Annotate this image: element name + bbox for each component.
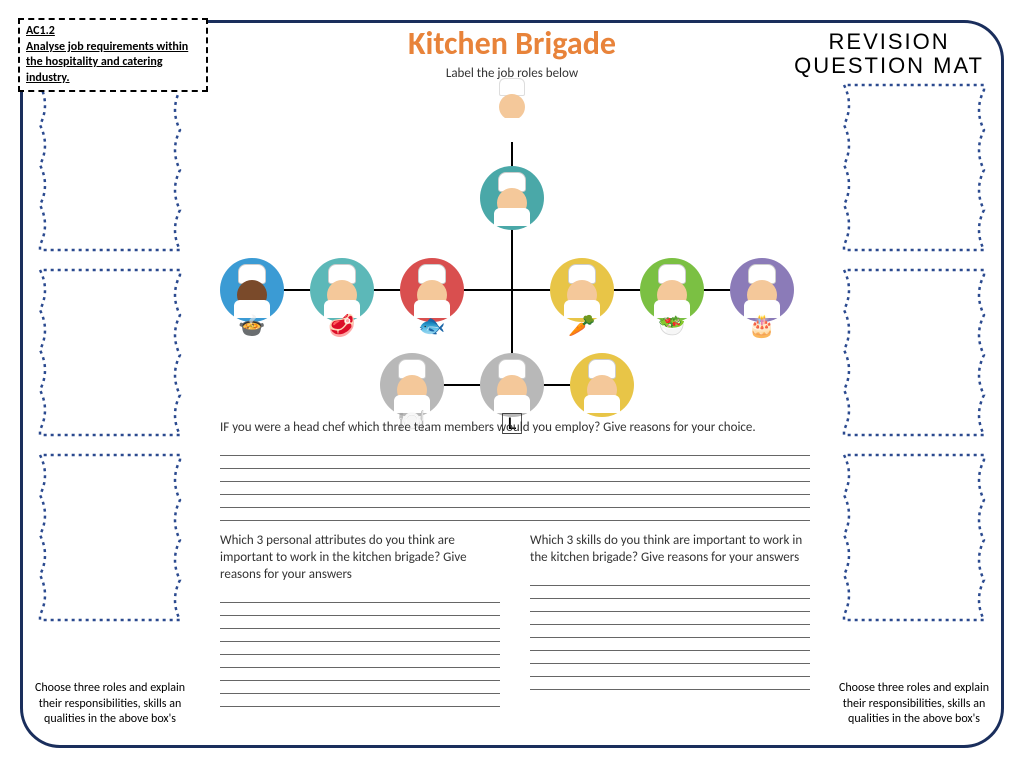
answer-box-right-1	[839, 80, 989, 255]
revision-l1: REVISION	[794, 30, 984, 54]
ac-code: AC1.2	[26, 24, 55, 38]
ac-box: AC1.2 Analyse job requirements within th…	[18, 18, 208, 92]
answer-lines-3	[530, 573, 810, 690]
question-3-col: Which 3 skills do you think are importan…	[530, 533, 810, 719]
chef-node-appr	[570, 353, 634, 417]
answer-box-left-3	[35, 450, 185, 625]
chef-node-exec	[480, 78, 544, 142]
chef-node-head	[480, 166, 544, 230]
revision-l2: QUESTION MAT	[794, 54, 984, 78]
answer-lines-1	[220, 443, 810, 521]
food-icon-veg: 🥕	[562, 312, 602, 340]
food-icon-salad: 🥗	[652, 312, 692, 340]
question-1: IF you were a head chef which three team…	[220, 420, 810, 437]
food-icon-meat: 🥩	[322, 312, 362, 340]
food-icon-pastry: 🎂	[742, 312, 782, 340]
answer-box-right-2	[839, 265, 989, 440]
question-section: IF you were a head chef which three team…	[220, 420, 810, 719]
ac-text: Analyse job requirements within the hosp…	[26, 40, 188, 85]
instruction-right: Choose three roles and explain their res…	[829, 681, 999, 728]
answer-lines-2	[220, 590, 500, 707]
instruction-left: Choose three roles and explain their res…	[25, 681, 195, 728]
hierarchy-diagram: 🍲🥩🐟🥕🥗🎂🍽️🄻	[200, 78, 824, 408]
food-icon-fish: 🐟	[412, 312, 452, 340]
answer-box-left-2	[35, 265, 185, 440]
answer-box-right-3	[839, 450, 989, 625]
question-2-col: Which 3 personal attributes do you think…	[220, 533, 500, 719]
revision-label: REVISION QUESTION MAT	[794, 30, 984, 78]
answer-box-left-1	[35, 80, 185, 255]
food-icon-soup: 🍲	[232, 312, 272, 340]
question-2: Which 3 personal attributes do you think…	[220, 533, 500, 584]
question-3: Which 3 skills do you think are importan…	[530, 533, 810, 567]
